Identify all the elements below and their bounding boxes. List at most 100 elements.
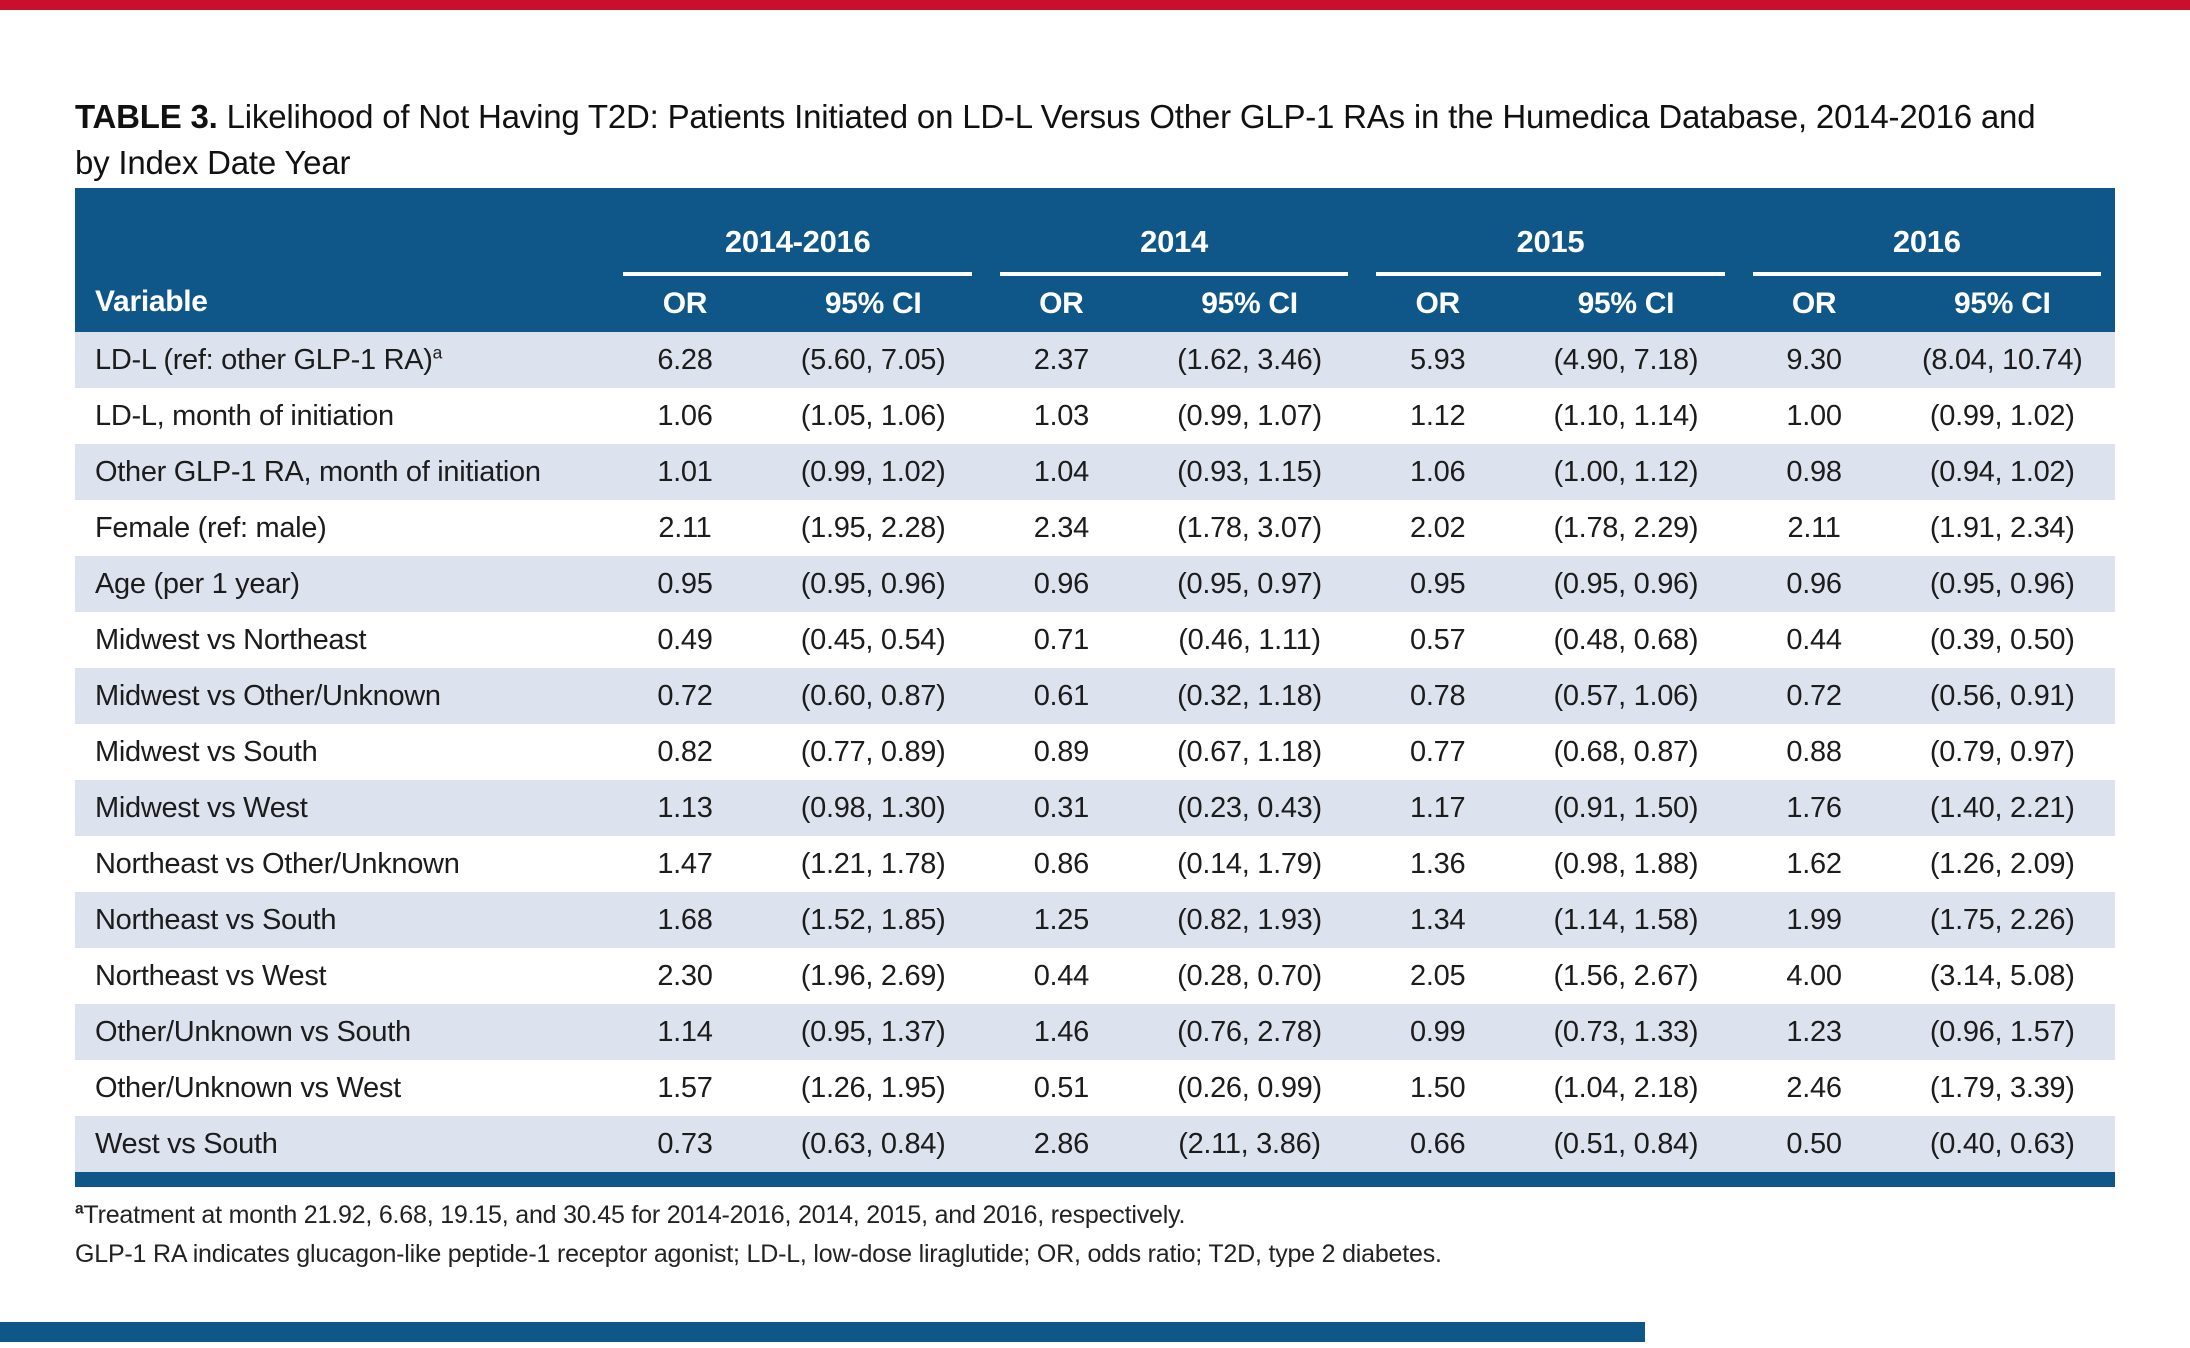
or-cell: 2.05	[1410, 959, 1466, 992]
ci-cell: (0.39, 0.50)	[1929, 623, 2075, 656]
year-group-2016: 2016	[1738, 188, 2115, 276]
or-cell: 2.11	[1787, 511, 1841, 544]
year-group-2014: 2014	[985, 188, 1363, 276]
ci-cell: (1.21, 1.78)	[800, 847, 946, 880]
or-cell: 1.46	[1033, 1015, 1090, 1048]
ci-cell: (0.99, 1.02)	[1929, 399, 2075, 432]
ci-cell: (1.26, 2.09)	[1929, 847, 2075, 880]
ci-cell: (0.93, 1.15)	[1177, 455, 1322, 488]
or-cell: 0.77	[1410, 735, 1466, 768]
table-row: Other/Unknown vs West 1.57 (1.26, 1.95) 0.5…	[75, 1060, 2115, 1116]
ci-cell: (0.82, 1.93)	[1177, 903, 1322, 936]
or-cell: 1.57	[657, 1071, 713, 1104]
or-cell: 0.99	[1410, 1015, 1466, 1048]
or-cell: 1.00	[1786, 399, 1842, 432]
ci-column-header: 95% CI	[1513, 276, 1739, 332]
or-cell: 1.13	[657, 791, 713, 824]
year-group-row: Variable 2014-2016 2014 2015 2016	[75, 188, 2115, 332]
year-group-label: 2014-2016	[623, 208, 972, 276]
or-cell: 2.30	[657, 959, 713, 992]
ci-cell: (5.60, 7.05)	[800, 343, 946, 376]
or-cell: 0.72	[1786, 679, 1842, 712]
variable-cell: West vs South	[95, 1127, 278, 1160]
ci-cell: (1.91, 2.34)	[1929, 511, 2075, 544]
ci-cell: (0.67, 1.18)	[1177, 735, 1322, 768]
ci-cell: (0.51, 0.84)	[1553, 1127, 1699, 1160]
or-column-header: OR	[1738, 276, 1890, 332]
ci-cell: (0.79, 0.97)	[1929, 735, 2075, 768]
or-cell: 2.34	[1033, 511, 1090, 544]
or-cell: 1.04	[1033, 455, 1090, 488]
ci-cell: (1.04, 2.18)	[1553, 1071, 1699, 1104]
or-column-header: OR	[1362, 276, 1514, 332]
ci-cell: (2.11, 3.86)	[1178, 1127, 1321, 1160]
ci-column-header: 95% CI	[1889, 276, 2115, 332]
variable-cell: Other/Unknown vs South	[95, 1015, 411, 1048]
or-cell: 0.72	[657, 679, 713, 712]
or-cell: 9.30	[1786, 343, 1842, 376]
table-row: West vs South 0.73 (0.63, 0.84) 2.86 (2.11, …	[75, 1116, 2115, 1172]
or-cell: 0.82	[657, 735, 713, 768]
table-row: Female (ref: male) 2.11 (1.95, 2.28) 2.34 (1…	[75, 500, 2115, 556]
table-row: Other GLP-1 RA, month of initiation 1.01 (…	[75, 444, 2115, 500]
or-cell: 5.93	[1410, 343, 1466, 376]
ci-column-header: 95% CI	[1136, 276, 1363, 332]
table-row: LD-L (ref: other GLP-1 RA)a 6.28 (5.60, 7.…	[75, 332, 2115, 388]
ci-cell: (0.94, 1.02)	[1929, 455, 2075, 488]
or-cell: 2.86	[1033, 1127, 1090, 1160]
year-group-2014-2016: 2014-2016	[609, 188, 986, 276]
or-cell: 1.47	[657, 847, 713, 880]
or-cell: 0.61	[1033, 679, 1090, 712]
variable-cell: LD-L, month of initiation	[95, 399, 394, 432]
or-cell: 1.62	[1786, 847, 1842, 880]
or-cell: 1.23	[1786, 1015, 1842, 1048]
variable-cell: Midwest vs Other/Unknown	[95, 679, 441, 712]
ci-cell: (0.48, 0.68)	[1553, 623, 1699, 656]
footnote-treatment-text: Treatment at month 21.92, 6.68, 19.15, a…	[83, 1201, 1186, 1229]
ci-cell: (0.23, 0.43)	[1177, 791, 1322, 824]
variable-cell: Age (per 1 year)	[95, 567, 300, 600]
ci-cell: (0.98, 1.88)	[1553, 847, 1699, 880]
ci-cell: (1.95, 2.28)	[800, 511, 946, 544]
or-column-header: OR	[985, 276, 1137, 332]
ci-cell: (0.45, 0.54)	[800, 623, 946, 656]
ci-cell: (0.95, 0.96)	[1929, 567, 2075, 600]
or-cell: 0.73	[657, 1127, 713, 1160]
ci-cell: (0.46, 1.11)	[1178, 623, 1321, 656]
ci-cell: (1.14, 1.58)	[1553, 903, 1699, 936]
or-cell: 0.96	[1786, 567, 1842, 600]
variable-cell: Midwest vs South	[95, 735, 318, 768]
table-row: Midwest vs South 0.82 (0.77, 0.89) 0.89 (0.6…	[75, 724, 2115, 780]
or-cell: 1.50	[1410, 1071, 1466, 1104]
footnote-abbreviations: GLP-1 RA indicates glucagon-like peptide…	[75, 1240, 1442, 1268]
ci-cell: (1.40, 2.21)	[1929, 791, 2075, 824]
or-cell: 0.49	[657, 623, 713, 656]
variable-cell: Northeast vs Other/Unknown	[95, 847, 460, 880]
table-row: Age (per 1 year) 0.95 (0.95, 0.96) 0.96 (0.9…	[75, 556, 2115, 612]
or-cell: 0.44	[1786, 623, 1842, 656]
or-cell: 0.96	[1033, 567, 1090, 600]
or-cell: 1.01	[657, 455, 713, 488]
or-cell: 0.50	[1786, 1127, 1842, 1160]
ci-column-header: 95% CI	[760, 276, 986, 332]
or-cell: 2.37	[1033, 343, 1090, 376]
or-cell: 0.86	[1033, 847, 1090, 880]
ci-cell: (1.05, 1.06)	[800, 399, 946, 432]
or-cell: 1.17	[1410, 791, 1466, 824]
ci-cell: (0.95, 0.96)	[800, 567, 946, 600]
table-row: Northeast vs West 2.30 (1.96, 2.69) 0.44 (0.…	[75, 948, 2115, 1004]
ci-cell: (0.14, 1.79)	[1177, 847, 1322, 880]
ci-cell: (0.96, 1.57)	[1929, 1015, 2075, 1048]
or-cell: 0.95	[657, 567, 713, 600]
table-row: Northeast vs South 1.68 (1.52, 1.85) 1.25 (0…	[75, 892, 2115, 948]
ci-cell: (1.00, 1.12)	[1553, 455, 1699, 488]
table-bottom-rule	[75, 1172, 2115, 1187]
ci-cell: (1.26, 1.95)	[800, 1071, 946, 1104]
or-cell: 0.31	[1033, 791, 1090, 824]
ci-cell: (1.96, 2.69)	[800, 959, 946, 992]
or-cell: 0.44	[1033, 959, 1090, 992]
table-row: LD-L, month of initiation 1.06 (1.05, 1.06…	[75, 388, 2115, 444]
year-group-2015: 2015	[1362, 188, 1739, 276]
results-table: Variable 2014-2016 2014 2015 2016 OR 95%…	[75, 188, 2115, 1172]
ci-cell: (1.78, 2.29)	[1553, 511, 1699, 544]
